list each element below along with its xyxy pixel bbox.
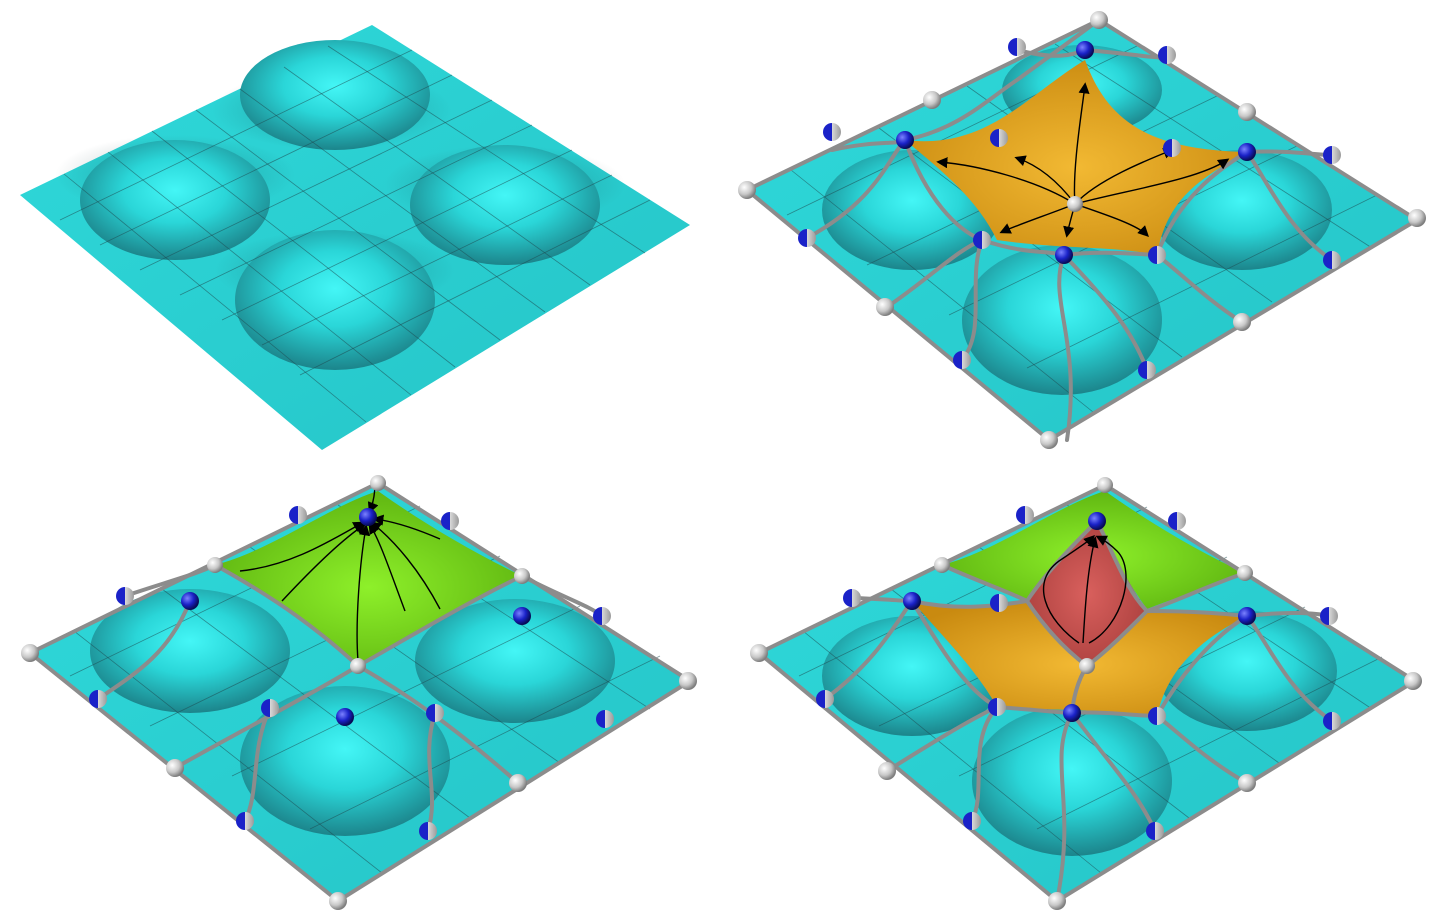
node-half [953,351,971,369]
nodes [21,475,697,910]
node-blue [1238,143,1256,161]
node-gray [207,557,223,573]
node-half [1146,822,1164,840]
node-gray [21,644,39,662]
node-gray [1090,11,1108,29]
node-half [289,506,307,524]
node-gray [1238,103,1256,121]
converging-arrows [239,482,441,662]
node-gray [1237,565,1253,581]
node-gray [878,762,896,780]
node-half [1323,712,1341,730]
node-blue [359,508,377,526]
bump [80,140,270,260]
nodes [750,477,1422,910]
green-region [215,491,522,666]
node-gray [750,644,768,662]
node-half [89,690,107,708]
node-blue [903,592,921,610]
node-half [1148,246,1166,264]
node-gray [876,298,894,316]
node-gray [329,892,347,910]
node-blue [1055,246,1073,264]
node-half [823,123,841,141]
panel-bottom-right [727,461,1453,922]
node-half [816,690,834,708]
node-gray [1048,892,1066,910]
node-half [1323,146,1341,164]
panel-top-left [0,0,727,461]
node-gray [1233,313,1251,331]
node-half [596,710,614,728]
grid-lines [59,45,651,423]
node-half [441,512,459,530]
node-blue [181,592,199,610]
loop-arrows [1043,535,1127,644]
node-half [1158,46,1176,64]
node-blue [1088,512,1106,530]
node-blue [1238,607,1256,625]
node-half [1138,361,1156,379]
panel-top-right [727,0,1453,461]
node-gray [1404,672,1422,690]
node-gray [1079,658,1095,674]
node-blue [336,708,354,726]
node-gray [350,658,366,674]
node-gray [509,774,527,792]
node-half [798,229,816,247]
node-half [426,704,444,722]
node-blue [513,607,531,625]
surface [30,483,690,901]
node-gray [514,568,530,584]
node-blue [1063,704,1081,722]
node-half [843,589,861,607]
bump [240,40,430,150]
node-gray [934,557,950,573]
outward-arrows [936,82,1230,238]
node-gray [1238,774,1256,792]
node-half [973,231,991,249]
panel-bottom-left [0,461,727,922]
node-gray [923,91,941,109]
node-half [1163,139,1181,157]
node-blue [896,131,914,149]
surface [20,25,690,450]
node-half [1168,512,1186,530]
node-half [593,607,611,625]
node-half [261,699,279,717]
node-gray [1040,431,1058,449]
node-half [990,594,1008,612]
orange-region [912,601,1247,716]
node-half [419,822,437,840]
green-region [942,491,1245,609]
node-half [1323,251,1341,269]
node-half [963,812,981,830]
bump [235,230,435,370]
node-half [1320,607,1338,625]
node-half [988,698,1006,716]
node-half [990,129,1008,147]
nodes [738,11,1426,449]
node-half [236,812,254,830]
node-gray [1408,209,1426,227]
node-half [116,587,134,605]
node-gray [1067,196,1083,212]
node-gray [166,759,184,777]
node-gray [1097,477,1113,493]
node-gray [370,475,386,491]
node-half [1148,707,1166,725]
node-gray [738,181,756,199]
bump [410,145,600,265]
node-gray [679,672,697,690]
node-half [1008,38,1026,56]
node-blue [1076,41,1094,59]
node-half [1016,506,1034,524]
